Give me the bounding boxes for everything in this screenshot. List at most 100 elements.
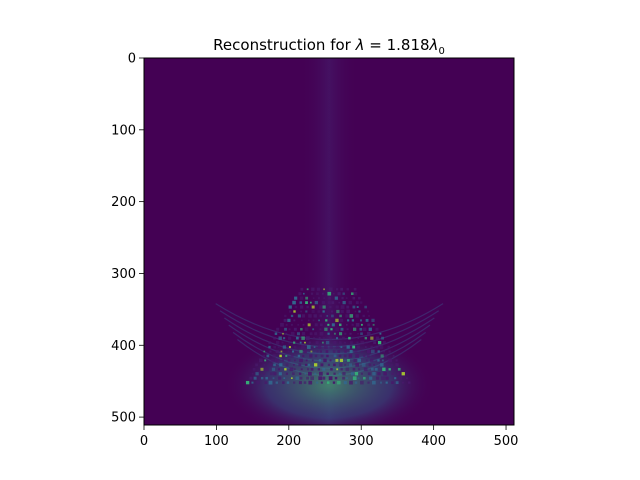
- intensity-pixel: [301, 345, 305, 349]
- intensity-pixel: [297, 314, 301, 318]
- intensity-pixel: [252, 367, 256, 371]
- intensity-pixel: [347, 319, 350, 322]
- intensity-pixel: [312, 319, 315, 322]
- intensity-pixel: [358, 310, 361, 313]
- intensity-pixel: [388, 368, 391, 371]
- intensity-pixel: [377, 372, 381, 376]
- intensity-pixel: [374, 367, 378, 371]
- intensity-pixel: [344, 363, 347, 366]
- intensity-pixel: [332, 350, 336, 353]
- intensity-pixel: [357, 368, 361, 371]
- intensity-pixel: [325, 350, 329, 353]
- intensity-pixel: [344, 332, 347, 335]
- intensity-pixel: [285, 332, 288, 335]
- intensity-pixel: [312, 297, 315, 300]
- intensity-pixel: [348, 363, 353, 367]
- intensity-pixel: [346, 288, 349, 291]
- intensity-pixel: [372, 323, 375, 326]
- intensity-pixel: [328, 336, 332, 340]
- intensity-pixel: [322, 310, 325, 313]
- intensity-pixel: [285, 354, 288, 357]
- intensity-pixel: [304, 341, 306, 344]
- intensity-pixel: [309, 301, 312, 304]
- intensity-pixel: [311, 359, 314, 362]
- intensity-pixel: [298, 381, 302, 385]
- intensity-pixel: [288, 328, 291, 331]
- intensity-pixel: [335, 358, 339, 362]
- intensity-pixel: [281, 341, 284, 344]
- intensity-pixel: [304, 372, 307, 375]
- intensity-pixel: [329, 305, 332, 309]
- intensity-pixel: [320, 381, 323, 384]
- intensity-pixel: [335, 327, 339, 332]
- intensity-pixel: [360, 340, 365, 345]
- intensity-pixel: [313, 346, 316, 348]
- intensity-pixel: [305, 359, 308, 362]
- intensity-pixel: [364, 346, 367, 348]
- intensity-pixel: [357, 337, 360, 339]
- intensity-pixel: [316, 292, 319, 296]
- intensity-pixel: [289, 367, 294, 372]
- intensity-pixel: [271, 367, 276, 371]
- intensity-pixel: [292, 350, 295, 353]
- intensity-pixel: [308, 341, 311, 344]
- intensity-pixel: [365, 318, 369, 322]
- intensity-pixel: [300, 305, 304, 309]
- intensity-pixel: [339, 314, 342, 318]
- intensity-pixel: [371, 367, 374, 371]
- intensity-pixel: [368, 363, 372, 367]
- intensity-pixel: [337, 292, 341, 296]
- intensity-pixel: [355, 323, 360, 327]
- intensity-pixel: [356, 306, 359, 308]
- intensity-pixel: [331, 314, 334, 318]
- intensity-pixel: [354, 372, 359, 376]
- intensity-pixel: [308, 314, 312, 318]
- intensity-pixel: [319, 331, 324, 336]
- intensity-pixel: [339, 358, 344, 362]
- intensity-pixel: [362, 314, 365, 318]
- intensity-pixel: [327, 363, 331, 366]
- intensity-pixel: [372, 372, 376, 376]
- intensity-pixel: [352, 376, 357, 381]
- intensity-pixel: [340, 305, 345, 309]
- intensity-pixel: [308, 380, 313, 385]
- intensity-pixel: [395, 359, 398, 362]
- intensity-pixel: [292, 300, 296, 305]
- intensity-pixel: [340, 310, 344, 313]
- intensity-pixel: [273, 372, 277, 376]
- intensity-pixel: [298, 292, 302, 296]
- intensity-pixel: [312, 328, 315, 331]
- intensity-pixel: [408, 381, 411, 384]
- intensity-pixel: [274, 332, 278, 335]
- intensity-pixel: [339, 363, 343, 367]
- intensity-pixel: [366, 349, 371, 354]
- intensity-pixel: [308, 371, 312, 376]
- intensity-pixel: [275, 340, 280, 345]
- intensity-pixel: [279, 363, 283, 367]
- intensity-pixel: [282, 345, 287, 349]
- intensity-pixel: [293, 310, 296, 313]
- intensity-pixel: [268, 341, 271, 344]
- intensity-pixel: [303, 381, 307, 384]
- intensity-pixel: [337, 380, 341, 385]
- y-tick-label: 0: [128, 52, 136, 67]
- intensity-pixel: [361, 362, 366, 367]
- intensity-pixel: [262, 354, 266, 358]
- intensity-pixel: [377, 350, 380, 353]
- intensity-pixel: [299, 301, 303, 304]
- intensity-pixel: [333, 332, 336, 335]
- intensity-pixel: [316, 287, 320, 291]
- intensity-pixel: [297, 323, 300, 326]
- intensity-pixel: [284, 327, 287, 331]
- intensity-pixel: [385, 376, 389, 380]
- intensity-pixel: [346, 305, 350, 309]
- intensity-pixel: [373, 363, 375, 366]
- intensity-pixel: [380, 363, 384, 367]
- intensity-pixel: [369, 376, 373, 380]
- intensity-pixel: [328, 296, 331, 300]
- intensity-pixel: [319, 314, 323, 318]
- intensity-pixel: [318, 337, 321, 340]
- intensity-pixel: [305, 310, 308, 313]
- intensity-pixel: [335, 318, 339, 323]
- intensity-pixel: [396, 372, 400, 376]
